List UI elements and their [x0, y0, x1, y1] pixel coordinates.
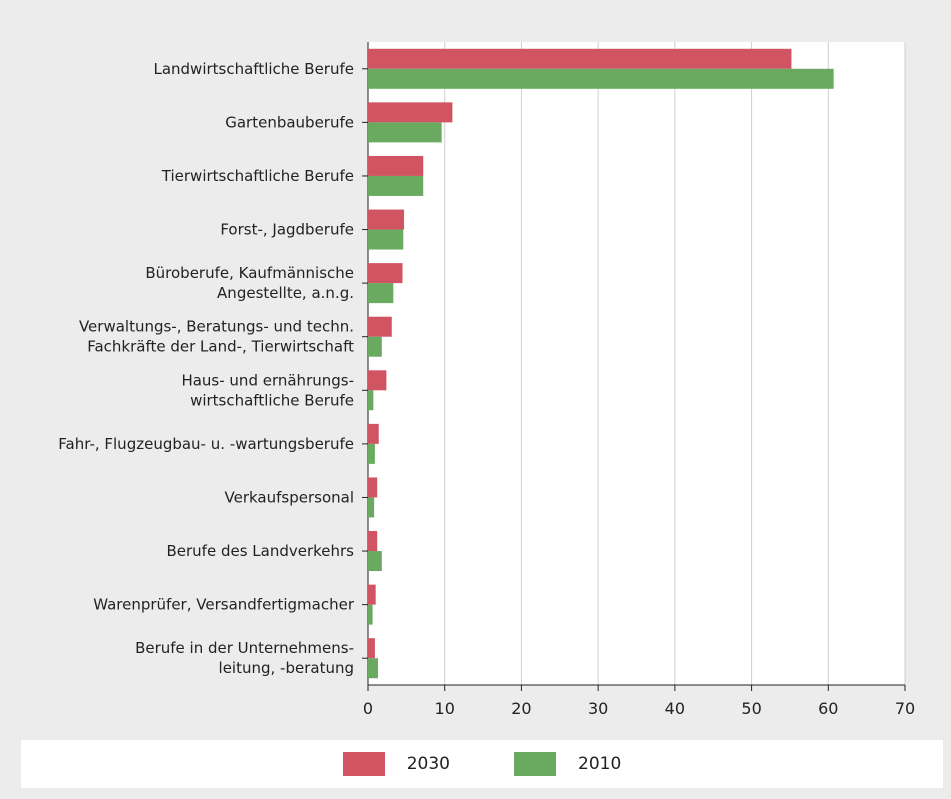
legend-swatch-2030	[342, 752, 385, 776]
category-label: Büroberufe, Kaufmännische	[145, 264, 354, 282]
category-label: Verkaufspersonal	[225, 488, 355, 506]
bar-2030	[368, 48, 792, 69]
bar-2030	[368, 316, 392, 337]
category-label: Forst-, Jagdberufe	[220, 221, 354, 239]
bar-2010	[368, 497, 375, 518]
category-label: Haus- und ernährungs-	[181, 371, 354, 389]
category-label: Berufe des Landverkehrs	[166, 542, 354, 560]
legend-entry-2010: 2010	[514, 752, 621, 776]
category-label: leitung, -beratung	[219, 659, 354, 677]
x-tick-label-10: 10	[435, 699, 455, 718]
category-label: Berufe in der Unternehmens-	[135, 639, 354, 657]
bar-2010	[368, 122, 442, 143]
legend-swatch-2010	[514, 752, 556, 776]
bar-2030	[368, 370, 387, 391]
bar-2030	[368, 263, 403, 284]
category-label: wirtschaftliche Berufe	[190, 391, 354, 409]
legend-entry-2030: 2030	[342, 752, 450, 776]
bar-2010	[368, 551, 382, 572]
category-label: Angestellte, a.n.g.	[217, 284, 354, 302]
legend-label-2030: 2030	[406, 754, 450, 774]
bar-2010	[368, 283, 394, 304]
bar-2030	[368, 155, 424, 176]
bar-2030	[368, 209, 405, 230]
category-label: Fahr-, Flugzeugbau- u. -wartungsberufe	[58, 435, 354, 453]
x-tick-label-30: 30	[588, 699, 608, 718]
x-tick-label-70: 70	[895, 699, 915, 718]
bar-2010	[368, 604, 373, 625]
x-tick-label-50: 50	[741, 699, 761, 718]
bar-2030	[368, 477, 378, 498]
category-label: Verwaltungs-, Beratungs- und techn.	[79, 318, 354, 336]
bar-2010	[368, 658, 378, 679]
bar-2030	[368, 531, 378, 552]
chart-frame: 0 10 20 30 40 50 60 70 Landwirtschaftliche Beruf…	[19, 21, 943, 794]
bar-2010	[368, 68, 834, 89]
x-tick-label-20: 20	[511, 699, 531, 718]
category-label: Gartenbauberufe	[225, 113, 354, 131]
plot-area	[368, 42, 905, 685]
x-tick-label-0: 0	[363, 699, 373, 718]
category-label: Tierwirtschaftliche Berufe	[161, 167, 354, 185]
bar-2010	[368, 336, 382, 357]
bar-2030	[368, 584, 376, 605]
bar-2030	[368, 102, 453, 123]
legend: 2030 2010	[21, 740, 943, 788]
x-tick-label-60: 60	[818, 699, 838, 718]
bar-2030	[368, 638, 375, 659]
bar-2010	[368, 390, 374, 411]
legend-label-2010: 2010	[578, 754, 622, 774]
bar-2010	[368, 175, 424, 196]
bar-2010	[368, 229, 404, 250]
bar-2030	[368, 423, 379, 444]
x-tick-label-40: 40	[665, 699, 685, 718]
bar-2010	[368, 443, 375, 464]
category-label: Fachkräfte der Land-, Tierwirtschaft	[87, 338, 354, 356]
bar-chart: 0 10 20 30 40 50 60 70 Landwirtschaftliche Beruf…	[58, 42, 915, 718]
category-label: Warenprüfer, Versandfertigmacher	[93, 596, 355, 614]
category-label: Landwirtschaftliche Berufe	[153, 60, 354, 78]
